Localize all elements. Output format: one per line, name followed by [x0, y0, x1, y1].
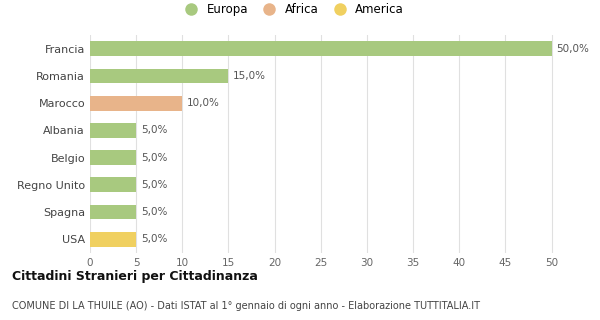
- Bar: [90, 123, 136, 138]
- Text: COMUNE DI LA THUILE (AO) - Dati ISTAT al 1° gennaio di ogni anno - Elaborazione : COMUNE DI LA THUILE (AO) - Dati ISTAT al…: [12, 301, 480, 311]
- Text: 5,0%: 5,0%: [141, 234, 167, 244]
- Text: 15,0%: 15,0%: [233, 71, 266, 81]
- Text: 5,0%: 5,0%: [141, 153, 167, 163]
- Bar: [90, 96, 182, 111]
- Text: Cittadini Stranieri per Cittadinanza: Cittadini Stranieri per Cittadinanza: [12, 270, 258, 284]
- Legend: Europa, Africa, America: Europa, Africa, America: [175, 0, 409, 20]
- Text: 5,0%: 5,0%: [141, 207, 167, 217]
- Bar: [90, 41, 551, 56]
- Text: 10,0%: 10,0%: [187, 98, 220, 108]
- Text: 5,0%: 5,0%: [141, 180, 167, 190]
- Bar: [90, 232, 136, 247]
- Bar: [90, 150, 136, 165]
- Bar: [90, 204, 136, 220]
- Bar: [90, 177, 136, 192]
- Bar: [90, 68, 229, 84]
- Text: 5,0%: 5,0%: [141, 125, 167, 135]
- Text: 50,0%: 50,0%: [556, 44, 589, 54]
